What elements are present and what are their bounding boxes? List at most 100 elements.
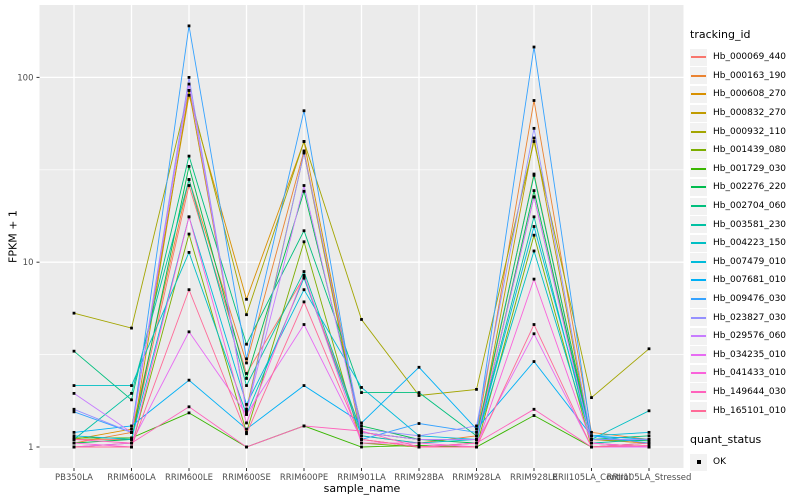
legend-key-box [690,67,707,85]
data-point [360,445,363,449]
legend-item-label: Hb_000932_110 [713,126,787,137]
legend-color-line-icon [691,186,706,189]
data-point [72,441,76,445]
legend-color-line-icon [691,93,706,96]
legend-item-label: OK [713,457,726,468]
legend-key-box [690,271,707,289]
data-point [360,391,363,394]
data-point [532,136,536,140]
legend-item-label: Hb_000069_440 [713,52,787,63]
data-point [532,225,536,228]
data-point [417,422,421,425]
legend-item-label: Hb_165101_010 [713,405,787,416]
data-point [72,445,76,449]
data-point [187,154,191,158]
x-tick-label: RRIM901LA [337,473,386,483]
data-point [187,378,191,382]
data-point [187,330,191,334]
legend-item-Hb_007681_010: Hb_007681_010 [690,271,798,290]
data-point [360,429,363,433]
data-point [72,436,76,440]
data-point [187,411,191,415]
y-tick-label: 1 [28,443,33,453]
legend-item-Hb_009476_030: Hb_009476_030 [690,290,798,309]
data-point [130,437,133,441]
data-point [72,384,76,387]
legend-color-line-icon [691,316,706,319]
data-point [360,427,363,431]
legend-quant-status-block: quant_status OK [690,433,798,472]
data-point [590,437,593,441]
legend-title-tracking-id: tracking_id [690,28,751,41]
data-point [130,384,133,387]
data-point [302,140,306,143]
legend-item-label: Hb_149644_030 [713,386,787,397]
data-point [302,184,306,187]
data-point [532,407,536,411]
legend-item-label: Hb_007479_010 [713,256,787,267]
data-point [245,427,248,431]
data-point [187,215,191,219]
legend-item-label: Hb_023827_030 [713,312,787,323]
data-point [245,445,248,449]
legend-key-box [690,253,707,271]
legend-key-box [690,48,707,66]
data-point [532,140,536,143]
data-point [245,403,248,406]
legend-item-Hb_023827_030: Hb_023827_030 [690,308,798,327]
data-point [360,437,363,441]
legend-item-Hb_165101_010: Hb_165101_010 [690,401,798,420]
legend-item-label: Hb_004223_150 [713,238,787,249]
data-point [475,441,478,445]
data-point [532,414,536,417]
data-point [245,384,248,387]
data-point [130,436,133,440]
x-tick-label: RRII105LA_Stressed [607,473,692,483]
legend-key-box [690,327,707,345]
data-point [187,164,191,168]
data-point [72,349,76,353]
data-point [302,424,306,428]
data-point [302,323,306,326]
data-point [360,434,363,438]
legend-color-line-icon [691,335,706,338]
legend-key-box [690,160,707,178]
data-point [245,413,248,416]
legend-item-label: Hb_001439_080 [713,145,787,156]
legend-item-Hb_002276_220: Hb_002276_220 [690,178,798,197]
data-point [417,391,421,394]
legend-item-Hb_001729_030: Hb_001729_030 [690,160,798,179]
legend-color-line-icon [691,149,706,152]
data-point [187,76,191,79]
data-point [647,439,651,443]
data-point [360,424,363,428]
x-tick-label: PB350LA [55,473,93,483]
legend-color-line-icon [691,409,706,412]
legend-item-Hb_000932_110: Hb_000932_110 [690,122,798,141]
data-point [130,430,133,434]
legend-item-label: Hb_002704_060 [713,201,787,212]
legend: tracking_id Hb_000069_440 Hb_000163_190 Hb… [690,28,798,471]
data-point [245,357,248,361]
data-point [417,437,421,441]
legend-item-label: Hb_003581_230 [713,219,787,230]
legend-key-box [690,453,707,471]
legend-item-Hb_034235_010: Hb_034235_010 [690,346,798,365]
data-point [475,430,478,434]
data-point [532,126,536,130]
data-point [302,276,306,280]
data-point [590,441,593,445]
legend-item-label: Hb_000163_190 [713,70,787,81]
data-point [72,410,76,414]
data-point [532,99,536,102]
data-point [475,445,478,449]
data-point [475,387,478,391]
data-point [187,184,191,187]
data-point [647,347,651,351]
data-point [302,189,306,193]
data-point [72,430,76,434]
data-point [532,189,536,193]
data-point [245,410,248,414]
data-point [647,437,651,441]
